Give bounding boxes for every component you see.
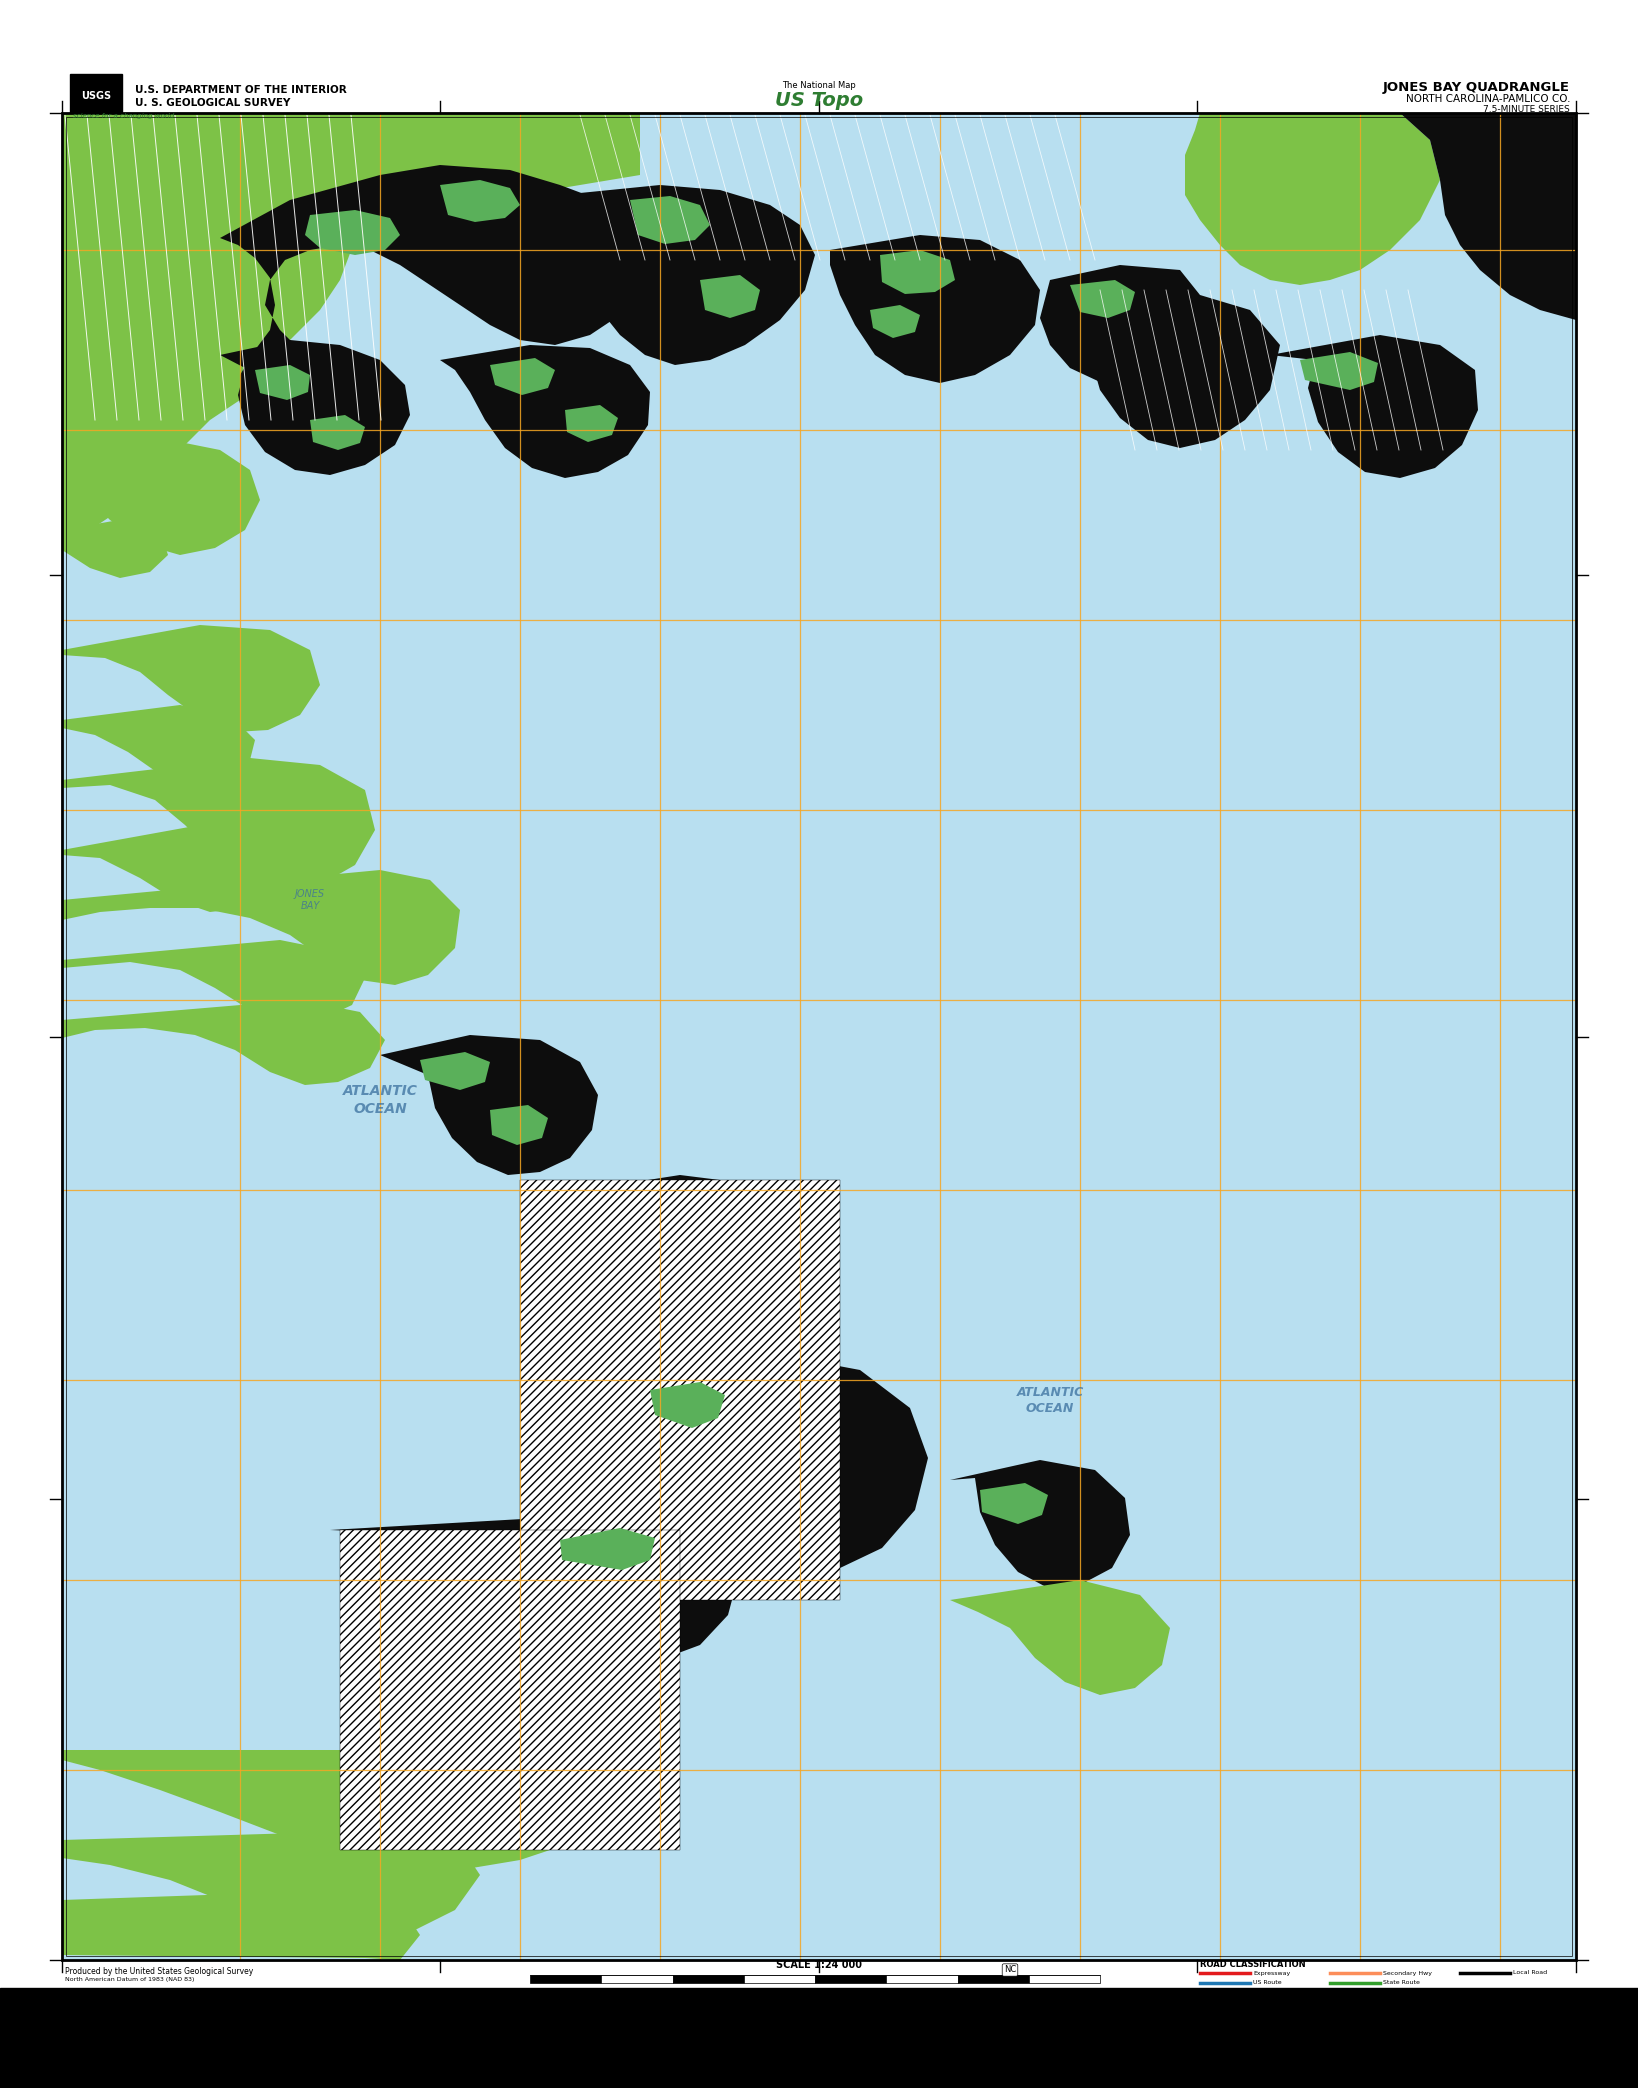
Polygon shape (870, 305, 921, 338)
Polygon shape (441, 180, 519, 221)
Polygon shape (519, 1176, 827, 1384)
Polygon shape (1089, 294, 1279, 449)
Polygon shape (830, 236, 1040, 382)
Text: SCALE 1:24 000: SCALE 1:24 000 (776, 1961, 862, 1969)
Text: U. S. GEOLOGICAL SURVEY: U. S. GEOLOGICAL SURVEY (134, 98, 290, 109)
Bar (70, 73, 121, 113)
Text: JONES BAY QUADRANGLE: JONES BAY QUADRANGLE (1382, 81, 1569, 94)
Bar (886, 1975, 958, 1984)
Text: State Route: State Route (1382, 1982, 1420, 1986)
Polygon shape (256, 365, 310, 401)
Text: US Topo: US Topo (775, 90, 863, 109)
Text: NORTH CAROLINA-PAMLICO CO.: NORTH CAROLINA-PAMLICO CO. (1405, 94, 1569, 104)
Bar (816, 1975, 886, 1984)
Polygon shape (329, 1510, 740, 1658)
Polygon shape (62, 825, 285, 912)
Polygon shape (62, 441, 260, 555)
Bar (1029, 1975, 1101, 1984)
Text: The National Map: The National Map (781, 81, 857, 90)
Text: ATLANTIC
OCEAN: ATLANTIC OCEAN (342, 1084, 418, 1115)
Bar (744, 1975, 816, 1984)
Polygon shape (62, 113, 229, 301)
Polygon shape (565, 405, 618, 443)
Polygon shape (1400, 113, 1576, 319)
Polygon shape (621, 1355, 929, 1572)
Text: Produced by the United States Geological Survey: Produced by the United States Geological… (66, 1967, 254, 1975)
Polygon shape (560, 1528, 655, 1570)
Polygon shape (62, 1829, 480, 1940)
Text: Secondary Hwy: Secondary Hwy (1382, 1971, 1432, 1975)
Polygon shape (699, 276, 760, 317)
Polygon shape (62, 1750, 621, 1871)
Bar (341, 1531, 680, 1850)
Text: USGS: USGS (80, 92, 111, 100)
Polygon shape (62, 518, 169, 578)
Bar (519, 1180, 840, 1599)
Polygon shape (980, 1482, 1048, 1524)
Text: North American Datum of 1983 (NAD 83): North American Datum of 1983 (NAD 83) (66, 1977, 195, 1982)
Polygon shape (950, 1581, 1170, 1695)
Polygon shape (1301, 353, 1378, 390)
Polygon shape (1269, 334, 1477, 478)
Polygon shape (62, 758, 375, 889)
Text: ATLANTIC
OCEAN: ATLANTIC OCEAN (1016, 1386, 1084, 1414)
Text: U.S. DEPARTMENT OF THE INTERIOR: U.S. DEPARTMENT OF THE INTERIOR (134, 86, 347, 94)
Polygon shape (380, 1036, 598, 1176)
Polygon shape (62, 113, 355, 541)
Polygon shape (305, 211, 400, 255)
Text: JONES
BAY: JONES BAY (295, 889, 324, 910)
Text: US Route: US Route (1253, 1982, 1281, 1986)
Polygon shape (490, 1105, 549, 1144)
Bar (0, 1988, 1638, 2088)
Text: Local Road: Local Road (1514, 1971, 1548, 1975)
Bar (66, 117, 1572, 1956)
Polygon shape (950, 1460, 1130, 1589)
Polygon shape (310, 416, 365, 451)
Polygon shape (219, 165, 650, 441)
Polygon shape (631, 196, 709, 244)
Text: science for a changing world: science for a changing world (74, 113, 174, 119)
Bar (62, 113, 1576, 1961)
Polygon shape (650, 1382, 726, 1428)
Polygon shape (62, 113, 640, 390)
Polygon shape (880, 251, 955, 294)
Bar (958, 1975, 1029, 1984)
Text: Expressway: Expressway (1253, 1971, 1291, 1975)
Polygon shape (560, 186, 816, 365)
Polygon shape (1040, 265, 1201, 382)
Polygon shape (62, 706, 256, 785)
Polygon shape (62, 1000, 385, 1086)
Polygon shape (219, 340, 410, 474)
Bar (531, 1975, 601, 1984)
Text: ROAD CLASSIFICATION: ROAD CLASSIFICATION (1201, 1961, 1305, 1969)
Bar (62, 113, 1576, 1961)
Polygon shape (441, 345, 650, 478)
Bar (601, 1975, 673, 1984)
Polygon shape (490, 357, 555, 395)
Bar (673, 1975, 744, 1984)
Text: NC: NC (1004, 1965, 1016, 1975)
Polygon shape (1184, 113, 1440, 284)
Text: 7.5-MINUTE SERIES: 7.5-MINUTE SERIES (1484, 104, 1569, 113)
Polygon shape (62, 624, 319, 733)
Polygon shape (1070, 280, 1135, 317)
Polygon shape (62, 940, 365, 1021)
Polygon shape (62, 1890, 419, 1961)
Polygon shape (419, 1052, 490, 1090)
Polygon shape (62, 871, 460, 986)
